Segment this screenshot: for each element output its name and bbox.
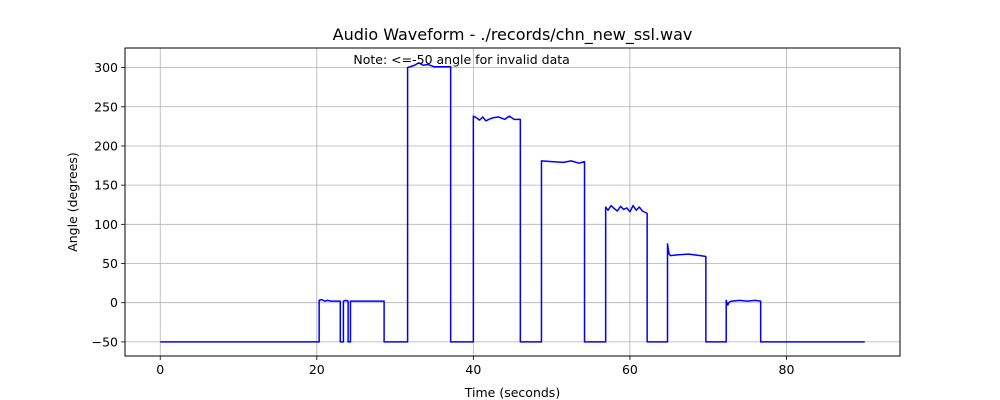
x-axis-label: Time (seconds) bbox=[464, 385, 560, 400]
y-tick-label: 0 bbox=[110, 295, 118, 310]
x-tick-label: 0 bbox=[156, 362, 164, 377]
plot-frame bbox=[124, 47, 901, 357]
y-tick-label: 50 bbox=[102, 256, 118, 271]
y-tick-label: −50 bbox=[92, 334, 118, 349]
y-axis-label: Angle (degrees) bbox=[65, 152, 80, 252]
y-tick-label: 250 bbox=[94, 99, 118, 114]
x-tick-label: 20 bbox=[309, 362, 325, 377]
series-line-0 bbox=[160, 62, 865, 343]
plot-area bbox=[125, 48, 900, 356]
ticks: 0 20 40 60 80 −50 0 50 100 150 200 250 300 bbox=[92, 60, 795, 377]
x-tick-label: 80 bbox=[779, 362, 795, 377]
x-tick-label: 60 bbox=[622, 362, 638, 377]
y-tick-label: 200 bbox=[94, 138, 118, 153]
y-tick-label: 300 bbox=[94, 60, 118, 75]
y-tick-label: 100 bbox=[94, 217, 118, 232]
grid bbox=[125, 48, 900, 356]
invalid-data-note: Note: <=-50 angle for invalid data bbox=[353, 52, 569, 67]
x-tick-label: 40 bbox=[465, 362, 481, 377]
series-layer bbox=[160, 62, 865, 343]
chart-title: Audio Waveform - ./records/chn_new_ssl.w… bbox=[333, 25, 693, 45]
y-tick-label: 150 bbox=[94, 178, 118, 193]
